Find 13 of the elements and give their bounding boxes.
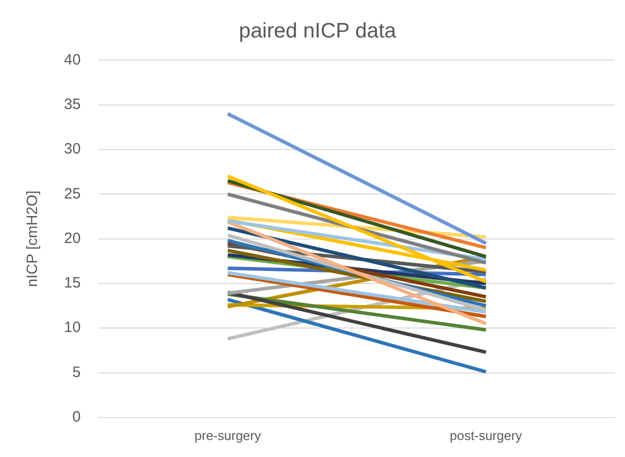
y-axis-title: nICP [cmH2O] bbox=[24, 190, 42, 288]
y-tick-label: 20 bbox=[64, 230, 81, 247]
y-tick-label: 5 bbox=[72, 364, 81, 381]
y-tick-label: 0 bbox=[72, 408, 81, 426]
y-tick-label: 10 bbox=[64, 319, 81, 336]
chart-title: paired nICP data bbox=[238, 19, 396, 42]
y-tick-label: 40 bbox=[64, 51, 81, 68]
x-tick-label: pre-surgery bbox=[194, 428, 262, 443]
y-tick-label: 35 bbox=[64, 96, 81, 113]
y-tick-label: 25 bbox=[64, 185, 81, 202]
y-tick-label: 30 bbox=[64, 140, 81, 158]
y-tick-label: 15 bbox=[64, 274, 81, 292]
x-tick-label: post-surgery bbox=[450, 428, 523, 443]
